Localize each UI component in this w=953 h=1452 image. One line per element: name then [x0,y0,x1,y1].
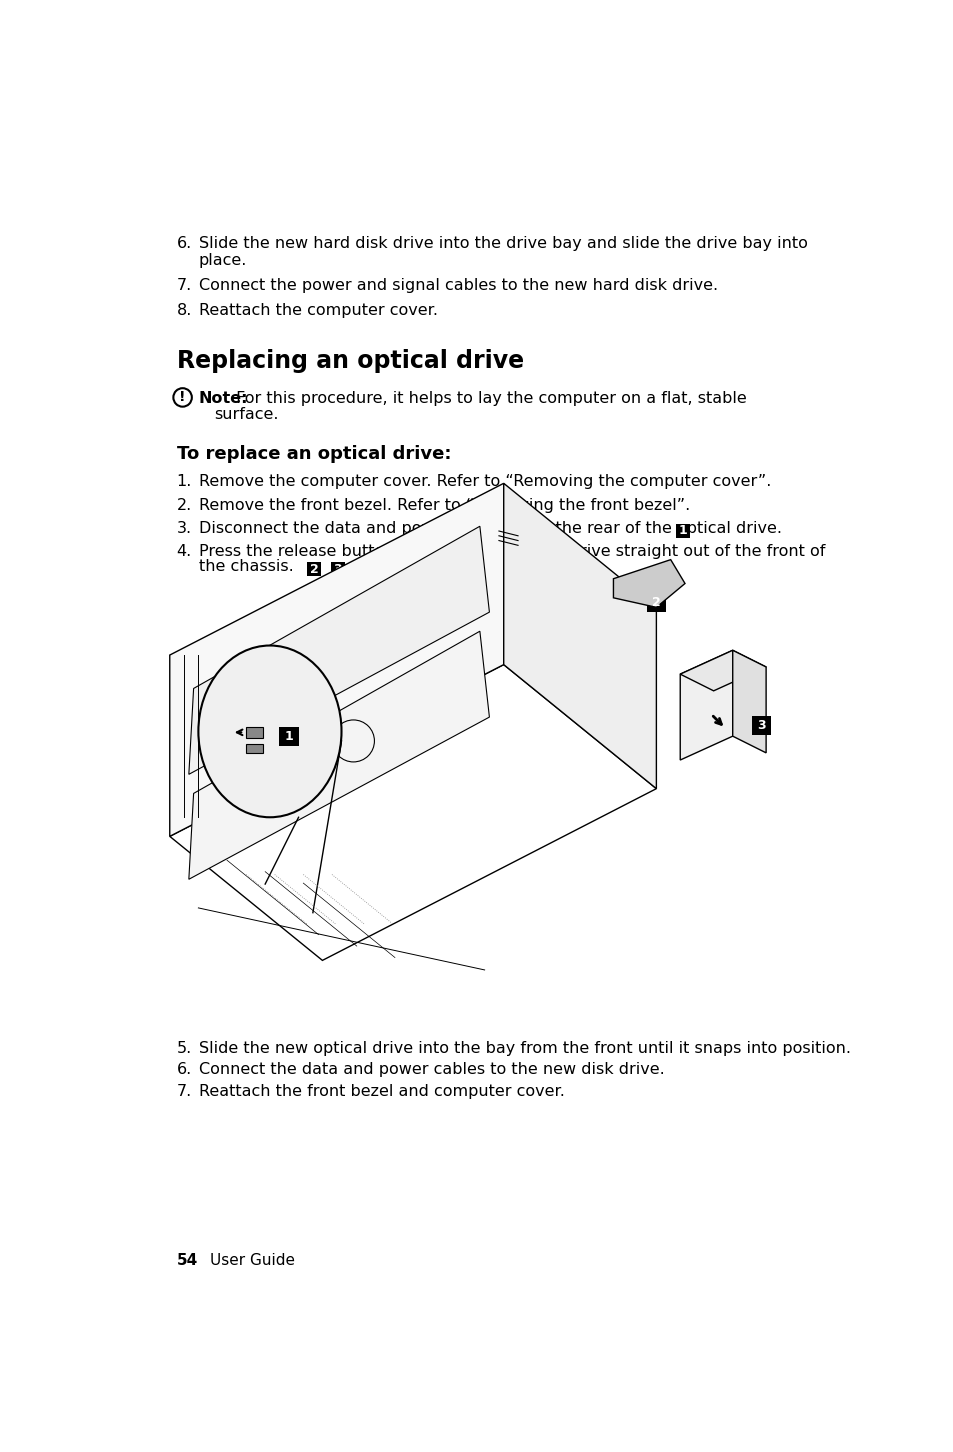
Polygon shape [503,484,656,788]
Text: 7.: 7. [176,279,192,293]
Text: For this procedure, it helps to lay the computer on a flat, stable: For this procedure, it helps to lay the … [231,391,746,407]
Text: 54: 54 [176,1253,198,1268]
Text: To replace an optical drive:: To replace an optical drive: [176,446,451,463]
Bar [246,726,263,738]
Bar [751,716,770,735]
Bar [246,743,263,754]
Text: 3: 3 [757,719,765,732]
Text: 4.: 4. [176,543,192,559]
Text: Slide the new hard disk drive into the drive bay and slide the drive bay into
pl: Slide the new hard disk drive into the d… [198,235,807,269]
Text: 6.: 6. [176,1063,192,1077]
Text: 1: 1 [284,730,294,742]
Text: 5.: 5. [176,1041,192,1056]
Polygon shape [189,632,489,880]
Text: 3.: 3. [176,521,192,536]
Polygon shape [679,650,765,691]
Ellipse shape [198,646,341,817]
Text: Connect the data and power cables to the new disk drive.: Connect the data and power cables to the… [198,1063,664,1077]
Polygon shape [732,650,765,752]
Bar [646,592,665,613]
Text: 3: 3 [334,562,342,575]
Text: 1.: 1. [176,475,192,489]
Text: Note:: Note: [198,391,248,407]
Text: 7.: 7. [176,1083,192,1099]
Polygon shape [613,559,684,607]
Text: Press the release button and push the optical drive straight out of the front of: Press the release button and push the op… [198,543,824,559]
Text: Connect the power and signal cables to the new hard disk drive.: Connect the power and signal cables to t… [198,279,718,293]
Bar [676,524,689,537]
Text: 6.: 6. [176,235,192,251]
Text: 1: 1 [679,524,687,537]
Text: 2: 2 [310,562,318,575]
Text: Reattach the computer cover.: Reattach the computer cover. [198,302,437,318]
Polygon shape [679,650,732,759]
Text: Replacing an optical drive: Replacing an optical drive [176,348,523,373]
Text: 2.: 2. [176,498,192,513]
Text: Remove the front bezel. Refer to “Removing the front bezel”.: Remove the front bezel. Refer to “Removi… [198,498,689,513]
Bar [331,562,344,576]
Text: 2: 2 [651,597,660,608]
Text: Remove the computer cover. Refer to “Removing the computer cover”.: Remove the computer cover. Refer to “Rem… [198,475,770,489]
Text: User Guide: User Guide [210,1253,294,1268]
Text: 8.: 8. [176,302,192,318]
Polygon shape [170,484,503,836]
Bar [307,562,321,576]
Text: the chassis.: the chassis. [198,559,294,574]
Text: Reattach the front bezel and computer cover.: Reattach the front bezel and computer co… [198,1083,564,1099]
Polygon shape [189,526,489,774]
Bar [279,726,298,746]
Text: Disconnect the data and power cables from the rear of the optical drive.: Disconnect the data and power cables fro… [198,521,781,536]
Text: surface.: surface. [213,407,278,421]
Text: Slide the new optical drive into the bay from the front until it snaps into posi: Slide the new optical drive into the bay… [198,1041,850,1056]
Text: !: ! [179,391,186,405]
